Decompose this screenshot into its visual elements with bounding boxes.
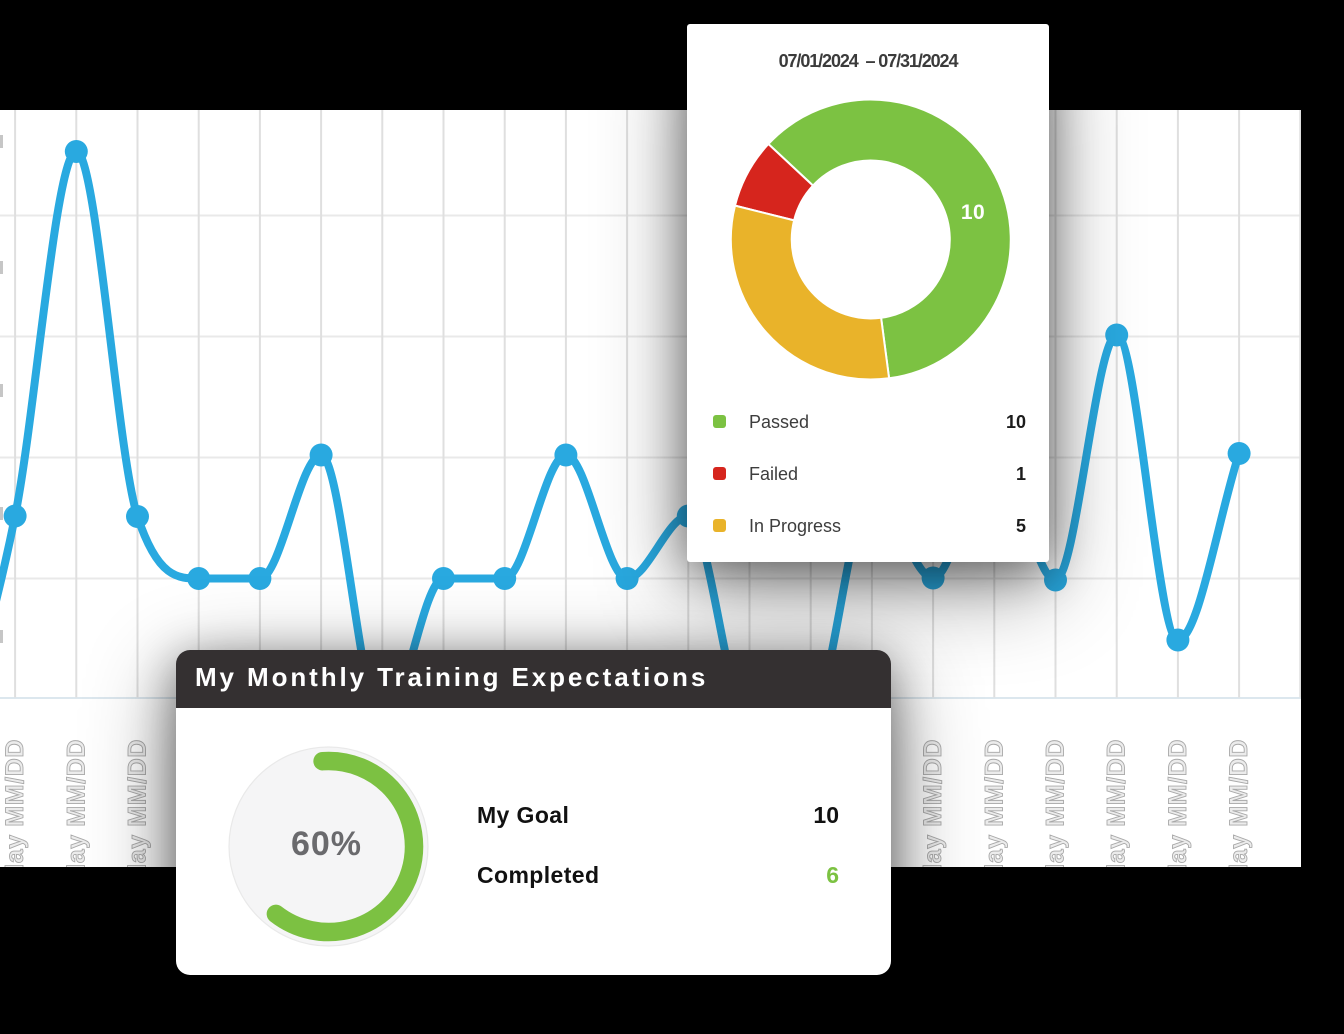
svg-text:Monday MM/DD: Monday MM/DD <box>1042 739 1070 867</box>
svg-text:Monday MM/DD: Monday MM/DD <box>1225 739 1253 867</box>
svg-text:Monday MM/DD: Monday MM/DD <box>1 739 29 867</box>
svg-text:Monday MM/DD: Monday MM/DD <box>1103 739 1131 867</box>
svg-text:Monday MM/DD: Monday MM/DD <box>124 739 152 867</box>
svg-text:Monday MM/DD: Monday MM/DD <box>62 739 90 867</box>
svg-text:Monday MM/DD: Monday MM/DD <box>1164 739 1192 867</box>
svg-text:Monday MM/DD: Monday MM/DD <box>919 739 947 867</box>
svg-text:Monday MM/DD: Monday MM/DD <box>980 739 1008 867</box>
svg-text:10: 10 <box>961 201 985 224</box>
